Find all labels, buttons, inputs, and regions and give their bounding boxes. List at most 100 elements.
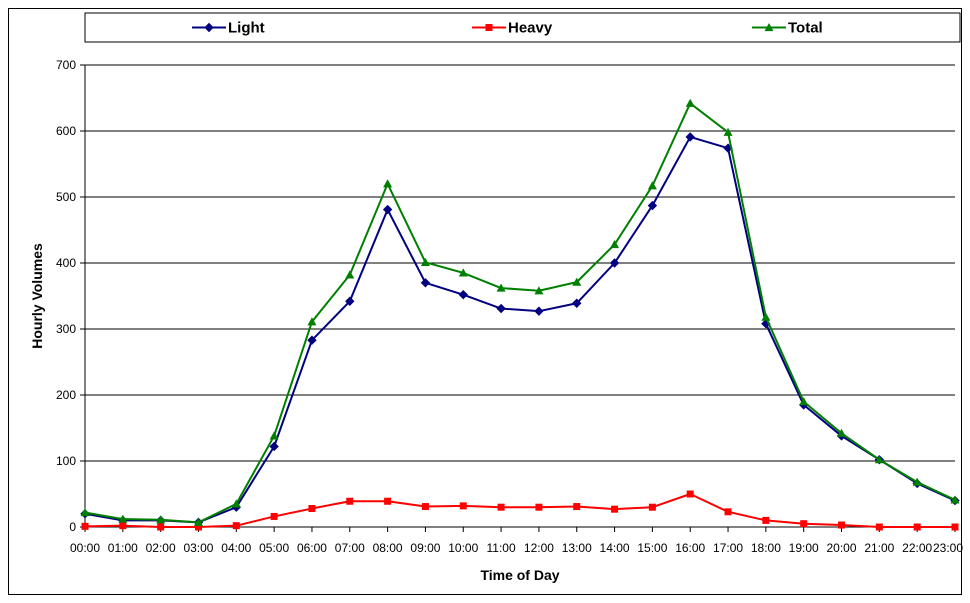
series-total-point <box>837 428 847 437</box>
series-light-point <box>345 296 355 306</box>
series-heavy-point <box>648 503 656 511</box>
series-total-point <box>458 268 468 277</box>
x-tick-label: 04:00 <box>221 541 251 555</box>
series-light-point <box>534 306 544 316</box>
legend-marker-light <box>204 22 214 33</box>
series-heavy-point <box>838 521 846 529</box>
legend-box <box>84 12 961 43</box>
series-total-point <box>383 179 393 188</box>
series-heavy-point <box>459 502 467 510</box>
series-total-point <box>345 270 355 279</box>
gridlines <box>85 64 955 462</box>
x-tick-label: 03:00 <box>183 541 213 555</box>
series-total-point <box>610 240 620 249</box>
legend-item-total: Total <box>752 20 823 37</box>
x-tick-label: 13:00 <box>562 541 592 555</box>
series-total-point <box>723 127 733 136</box>
series-light-point <box>572 298 582 308</box>
x-tick-label: 15:00 <box>637 541 667 555</box>
series-total-point <box>420 257 430 266</box>
series-total-point <box>761 312 771 321</box>
series-light-point <box>609 258 620 268</box>
x-tick-label: 11:00 <box>487 541 516 555</box>
series-heavy-point <box>308 505 316 513</box>
legend-item-light: Light <box>192 20 265 37</box>
series-heavy-point <box>800 520 808 528</box>
legend-label-total: Total <box>788 20 823 37</box>
series-light-point <box>458 289 468 300</box>
x-tick-label: 23:00 <box>933 541 963 555</box>
series-total-point <box>799 397 809 406</box>
y-tick-label: 400 <box>56 256 76 270</box>
series-layer <box>80 98 960 531</box>
x-axis-ticks: 00:00 01:00 02:00 03:00 04:00 05:00 06:00 07:00… <box>70 527 963 555</box>
series-total <box>80 98 960 526</box>
series-light-point <box>307 335 317 345</box>
series-heavy-point <box>913 523 921 531</box>
series-heavy-point <box>573 503 581 511</box>
x-tick-label: 05:00 <box>259 541 289 555</box>
series-total-point <box>685 98 695 107</box>
series-total-point <box>193 517 203 526</box>
series-light-point <box>685 132 695 142</box>
y-axis-title: Hourly Volumes <box>29 243 45 349</box>
x-tick-label: 12:00 <box>524 541 554 555</box>
x-tick-label: 14:00 <box>600 541 630 555</box>
series-heavy-point <box>157 523 165 531</box>
series-light-point <box>382 204 393 215</box>
y-axis-ticks: 0 100 200 300 400 500 600 700 <box>56 58 85 534</box>
x-tick-label: 07:00 <box>335 541 365 555</box>
series-total-line <box>84 102 956 524</box>
series-heavy-point <box>119 522 127 530</box>
x-tick-label: 02:00 <box>146 541 176 555</box>
series-light-point <box>647 200 658 211</box>
series-heavy-point <box>497 503 505 511</box>
series-total-point <box>874 455 884 464</box>
series-total-point <box>307 317 317 326</box>
series-total-point <box>231 499 241 508</box>
series-light-line <box>84 135 956 524</box>
plot-area <box>85 65 955 527</box>
series-total-point <box>118 514 128 523</box>
x-tick-label: 01:00 <box>108 541 138 555</box>
series-total-point <box>496 283 506 292</box>
x-tick-label: 22:00 <box>902 541 932 555</box>
series-total-point <box>950 495 960 504</box>
x-axis-title: Time of Day <box>480 567 559 583</box>
x-tick-label: 08:00 <box>373 541 403 555</box>
series-total-point <box>80 507 90 517</box>
series-heavy-point <box>762 516 770 524</box>
series-heavy-point <box>232 522 240 530</box>
legend-marker-total <box>764 23 774 32</box>
series-heavy-point <box>611 505 619 513</box>
y-tick-label: 200 <box>56 388 76 402</box>
series-heavy <box>81 490 959 531</box>
series-heavy-point <box>346 497 354 505</box>
series-light-point <box>420 278 431 288</box>
series-heavy-point <box>421 503 429 511</box>
x-tick-label: 20:00 <box>827 541 857 555</box>
x-tick-label: 21:00 <box>864 541 894 555</box>
y-tick-label: 600 <box>56 124 76 138</box>
series-light-point <box>269 441 279 452</box>
x-tick-label: 09:00 <box>410 541 440 555</box>
legend-marker-heavy <box>485 24 493 31</box>
series-heavy-point <box>384 497 392 505</box>
series-heavy-point <box>875 523 883 531</box>
legend: Light Heavy Total <box>192 20 823 37</box>
y-tick-label: 0 <box>69 520 76 534</box>
series-heavy-point <box>270 512 278 520</box>
series-heavy-point <box>951 523 959 531</box>
x-tick-label: 00:00 <box>70 541 100 555</box>
y-tick-label: 500 <box>56 190 76 204</box>
y-tick-label: 300 <box>56 322 76 336</box>
x-tick-label: 17:00 <box>713 541 743 555</box>
series-heavy-point <box>535 503 543 511</box>
y-tick-label: 100 <box>56 454 76 468</box>
series-heavy-point <box>81 522 89 530</box>
legend-label-heavy: Heavy <box>508 20 553 37</box>
x-tick-label: 16:00 <box>675 541 705 555</box>
series-total-point <box>647 181 657 190</box>
series-heavy-point <box>194 523 202 531</box>
